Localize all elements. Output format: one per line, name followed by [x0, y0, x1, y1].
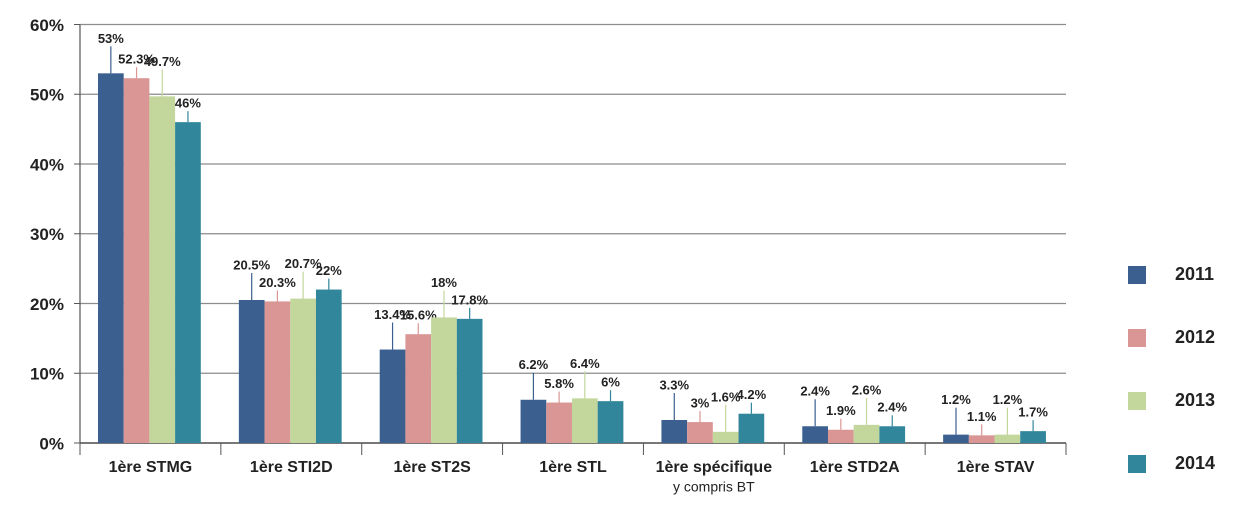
value-label: 2.4%	[877, 400, 907, 415]
x-tick-label: 1ère STMG	[109, 459, 193, 476]
value-label: 20.3%	[259, 275, 296, 290]
bar	[315, 289, 342, 443]
value-label: 1.9%	[826, 403, 856, 418]
y-tick-label: 0%	[39, 434, 64, 453]
bar	[149, 96, 176, 443]
value-label: 15.6%	[400, 308, 437, 323]
x-tick-label: 1ère STD2A	[810, 459, 900, 476]
value-label: 4.2%	[737, 387, 767, 402]
y-tick-label: 20%	[30, 295, 64, 314]
bar	[405, 334, 432, 443]
bar	[661, 419, 688, 443]
bar	[994, 434, 1021, 443]
value-label: 1.2%	[993, 392, 1023, 407]
bar	[456, 318, 483, 443]
value-label: 18%	[431, 275, 457, 290]
annotation: y compris BT	[673, 479, 755, 495]
legend-swatch	[1128, 266, 1146, 284]
value-label: 20.7%	[285, 256, 322, 271]
value-label: 1.6%	[711, 389, 741, 404]
bar	[597, 401, 624, 443]
bar	[712, 431, 739, 443]
value-label: 20.5%	[233, 257, 270, 272]
bar	[98, 73, 124, 443]
bar	[175, 122, 201, 444]
bar	[546, 402, 572, 443]
bar	[123, 78, 150, 444]
legend-swatch	[1128, 455, 1146, 473]
value-label: 3.3%	[659, 377, 689, 392]
value-label: 13.4%	[374, 307, 411, 322]
bar	[687, 422, 713, 443]
y-tick-label: 10%	[30, 365, 64, 384]
value-label: 6%	[601, 375, 620, 390]
value-label: 52.3%	[118, 52, 155, 67]
bar	[943, 434, 969, 443]
legend-label: 2014	[1175, 453, 1215, 473]
x-tick-label: 1ère spécifique	[656, 459, 773, 476]
bar	[853, 424, 880, 443]
value-label: 2.4%	[800, 384, 830, 399]
bar	[431, 317, 457, 443]
bar	[238, 300, 265, 443]
legend-label: 2011	[1175, 264, 1214, 284]
x-tick-label: 1ère ST2S	[393, 459, 471, 476]
bar	[827, 429, 854, 443]
x-tick-label: 1ère STL	[539, 459, 607, 476]
x-tick-label: 1ère STAV	[957, 459, 1035, 476]
bar	[968, 435, 995, 443]
bar	[520, 399, 547, 443]
value-label: 17.8%	[451, 292, 488, 307]
y-tick-label: 40%	[30, 155, 64, 174]
legend-swatch	[1128, 329, 1146, 347]
y-tick-label: 60%	[30, 16, 64, 35]
value-label: 22%	[316, 263, 342, 278]
value-label: 46%	[175, 96, 201, 111]
legend-swatch	[1128, 392, 1146, 410]
bar	[571, 398, 598, 443]
value-label: 5.8%	[544, 376, 574, 391]
y-tick-label: 50%	[30, 86, 64, 105]
bar	[738, 413, 765, 443]
y-tick-label: 30%	[30, 225, 64, 244]
x-tick-label: 1ère STI2D	[250, 459, 333, 476]
value-label: 49.7%	[144, 54, 181, 69]
bar	[879, 426, 906, 443]
value-label: 53%	[98, 31, 124, 46]
value-label: 3%	[691, 396, 710, 411]
value-label: 1.1%	[967, 409, 997, 424]
legend-label: 2012	[1175, 327, 1215, 347]
value-label: 6.4%	[570, 356, 600, 371]
bar	[290, 298, 316, 443]
value-label: 1.2%	[941, 392, 971, 407]
bar	[802, 426, 828, 443]
value-label: 1.7%	[1018, 405, 1048, 420]
legend-label: 2013	[1175, 390, 1215, 410]
bar	[264, 301, 291, 443]
value-label: 6.2%	[519, 357, 549, 372]
bar	[379, 349, 406, 443]
value-label: 2.6%	[852, 382, 882, 397]
bar	[1020, 431, 1046, 443]
